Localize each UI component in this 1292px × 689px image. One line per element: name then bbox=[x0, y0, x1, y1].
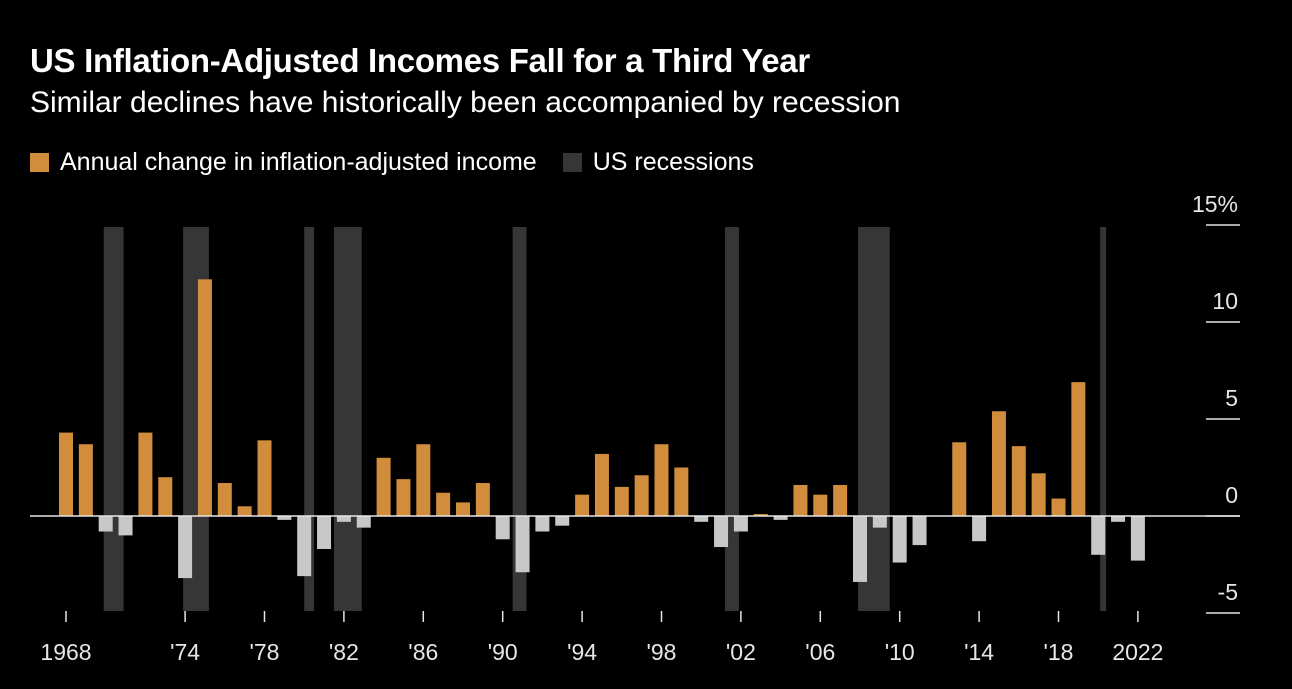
bar bbox=[793, 484, 808, 516]
bar bbox=[892, 516, 907, 563]
y-tick-label: 5 bbox=[1225, 385, 1238, 411]
x-tick-label: '78 bbox=[250, 639, 280, 665]
bar bbox=[952, 442, 967, 516]
recession-band bbox=[725, 227, 739, 611]
bar bbox=[594, 453, 609, 516]
x-tick-label: 2022 bbox=[1112, 639, 1163, 665]
bar bbox=[356, 516, 371, 528]
legend-swatch-income bbox=[30, 153, 49, 172]
bar bbox=[872, 516, 887, 528]
recession-band bbox=[1100, 227, 1107, 611]
bar bbox=[753, 514, 768, 516]
x-tick-label: '02 bbox=[726, 639, 756, 665]
legend-label-recessions: US recessions bbox=[592, 148, 754, 176]
bar bbox=[98, 516, 113, 532]
chart-legend: Annual change in inflation-adjusted inco… bbox=[30, 148, 780, 177]
bar bbox=[1031, 473, 1046, 516]
bar bbox=[217, 483, 232, 516]
y-tick-label: 10 bbox=[1212, 288, 1238, 314]
bar bbox=[118, 516, 133, 536]
x-tick-label: '06 bbox=[805, 639, 835, 665]
bar bbox=[634, 475, 649, 516]
bar bbox=[733, 516, 748, 532]
bar bbox=[78, 444, 93, 516]
bar bbox=[1051, 498, 1066, 516]
x-tick-label: '14 bbox=[964, 639, 994, 665]
bar bbox=[694, 516, 709, 522]
bar bbox=[972, 516, 987, 542]
bar bbox=[495, 516, 510, 540]
y-tick-label: 0 bbox=[1225, 482, 1238, 508]
x-tick-label: 1968 bbox=[40, 639, 91, 665]
bar bbox=[416, 444, 431, 516]
bar bbox=[853, 516, 867, 582]
chart-subtitle: Similar declines have historically been … bbox=[30, 86, 901, 119]
x-tick-label: '90 bbox=[488, 639, 518, 665]
bar bbox=[257, 440, 272, 516]
x-tick-label: '86 bbox=[408, 639, 438, 665]
bar bbox=[376, 457, 391, 516]
bar bbox=[59, 432, 73, 516]
x-tick-label: '18 bbox=[1044, 639, 1074, 665]
bar bbox=[991, 411, 1006, 516]
bar bbox=[1130, 516, 1145, 561]
bar bbox=[317, 516, 332, 549]
y-tick-label: 15% bbox=[1192, 191, 1238, 217]
bar bbox=[178, 516, 193, 579]
bar bbox=[714, 516, 729, 548]
bar bbox=[614, 486, 629, 516]
recession-band bbox=[304, 227, 315, 611]
x-tick-label: '74 bbox=[170, 639, 200, 665]
bar bbox=[1071, 382, 1086, 516]
chart-title: US Inflation-Adjusted Incomes Fall for a… bbox=[30, 42, 810, 79]
x-tick-label: '10 bbox=[885, 639, 915, 665]
bar bbox=[674, 467, 689, 516]
bar bbox=[456, 502, 470, 516]
bar bbox=[912, 516, 927, 546]
bar bbox=[1091, 516, 1106, 555]
bar bbox=[555, 516, 570, 526]
bar bbox=[773, 516, 788, 520]
bar bbox=[297, 516, 312, 577]
x-tick-label: '94 bbox=[567, 639, 597, 665]
bar bbox=[813, 494, 828, 516]
recession-band bbox=[103, 227, 124, 611]
y-tick-label: -5 bbox=[1218, 579, 1238, 605]
legend-swatch-recessions bbox=[562, 153, 582, 172]
bar bbox=[336, 516, 351, 522]
bar bbox=[158, 477, 173, 516]
x-tick-label: '98 bbox=[647, 639, 677, 665]
x-tick-label: '82 bbox=[329, 639, 359, 665]
bar bbox=[237, 506, 252, 516]
bar bbox=[833, 484, 848, 516]
bar bbox=[535, 516, 550, 532]
recession-band bbox=[512, 227, 527, 611]
legend-item-recessions: US recessions bbox=[562, 148, 754, 177]
bar bbox=[1111, 516, 1126, 522]
legend-item-income: Annual change in inflation-adjusted inco… bbox=[30, 148, 537, 177]
recession-band bbox=[333, 227, 362, 611]
bar bbox=[138, 432, 153, 516]
bar bbox=[515, 516, 530, 573]
bar bbox=[396, 479, 411, 516]
legend-label-income: Annual change in inflation-adjusted inco… bbox=[60, 148, 537, 176]
bar bbox=[436, 492, 451, 516]
bar bbox=[475, 483, 490, 516]
bar bbox=[654, 444, 669, 516]
bar bbox=[197, 279, 212, 516]
bar bbox=[1011, 446, 1026, 516]
bar bbox=[575, 494, 590, 516]
bar bbox=[277, 516, 292, 520]
